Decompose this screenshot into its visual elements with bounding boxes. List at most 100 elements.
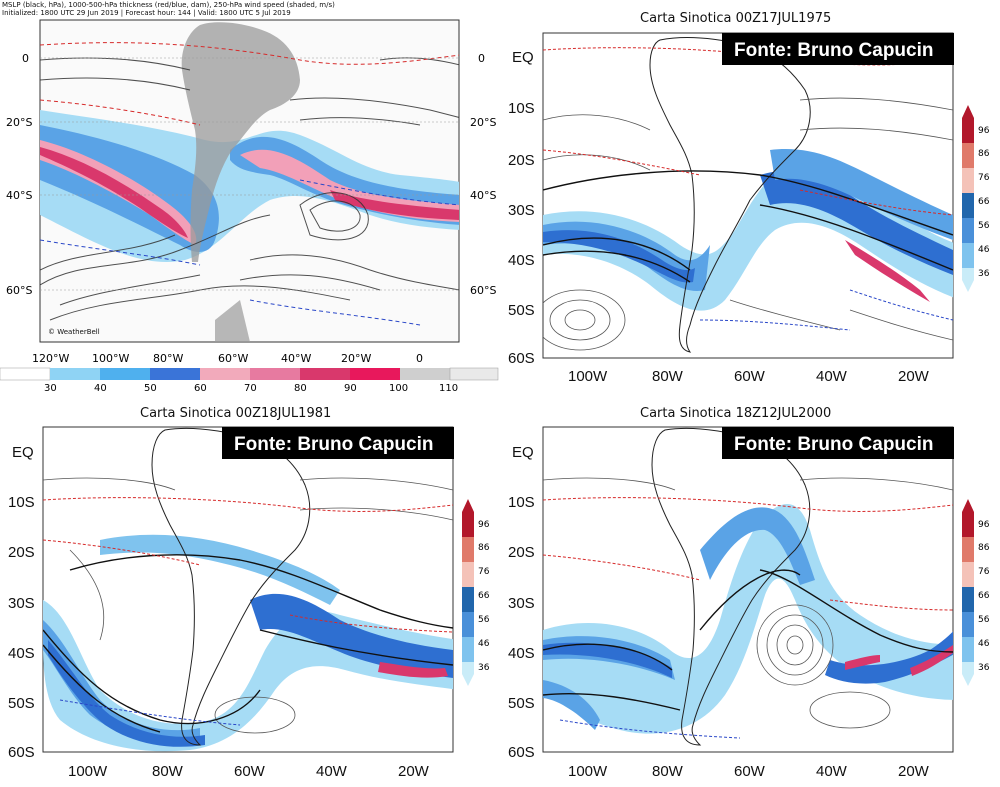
panel-a-lat-label-left: 0	[22, 52, 29, 65]
panel-c-scale-label: 66	[478, 591, 490, 601]
panel-c-title: Carta Sinotica 00Z18JUL1981	[140, 406, 331, 421]
south-america-outline	[651, 427, 811, 746]
jet-band-pink-east	[240, 149, 459, 222]
panel-b-lon-label: 80W	[652, 368, 684, 385]
panel-a-colorbar-label: 90	[344, 383, 357, 394]
panel-b-title: Carta Sinotica 00Z17JUL1975	[640, 11, 831, 26]
panel-a-lat-label-right: 60°S	[470, 284, 496, 297]
jet-band-east-mid	[100, 534, 340, 605]
panel-b-scale-label: 86	[978, 149, 990, 159]
panel-a-lat-label-right: 20°S	[470, 116, 496, 129]
south-america-outline	[151, 427, 311, 746]
panel-d-lon-label: 40W	[816, 763, 848, 780]
panel-a-lon-label: 120°W	[32, 352, 69, 365]
panel-b-lat-label: 20S	[508, 152, 535, 169]
panel-b-scale-label: 46	[978, 245, 990, 255]
south-america-outline	[649, 37, 811, 353]
panel-b-credit-bg	[722, 33, 954, 65]
panel-d-lon-label: 20W	[898, 763, 930, 780]
panel-a-colorbar-label: 80	[294, 383, 307, 394]
panel-b-map: Carta Sinotica 00Z17JUL1975	[508, 11, 990, 385]
panel-c-lon-label: 40W	[316, 763, 348, 780]
panel-c-credit: Fonte: Bruno Capucin	[234, 434, 433, 455]
panel-a-lon-label: 40°W	[281, 352, 311, 365]
panel-a-colorbar	[0, 367, 499, 381]
antarctic-land	[215, 300, 250, 342]
panel-d-scale-label: 56	[978, 615, 990, 625]
panel-a-colorbar-label: 30	[44, 383, 57, 394]
panel-c-lon-label: 80W	[152, 763, 184, 780]
panel-a-colorbar-label: 70	[244, 383, 257, 394]
panel-c-scale-label: 46	[478, 639, 490, 649]
panel-d-colorscale	[962, 499, 974, 686]
south-america-land	[181, 22, 300, 263]
panel-c-lon-label: 20W	[398, 763, 430, 780]
panel-a-colorbar-label: 60	[194, 383, 207, 394]
jet-band-red-west	[40, 147, 188, 238]
panel-d-lat-label: 30S	[508, 595, 535, 612]
panel-b-scale-label: 96	[978, 126, 990, 136]
panel-a-header-line1: MSLP (black, hPa), 1000-500-hPa thicknes…	[2, 1, 335, 9]
panel-b-scale-label: 66	[978, 197, 990, 207]
panel-b-scale-label: 76	[978, 173, 990, 183]
panel-d-lat-label: 10S	[508, 494, 535, 511]
panel-d-scale-label: 76	[978, 567, 990, 577]
panel-d-credit-bg	[722, 427, 954, 459]
panel-b-lat-label: EQ	[512, 49, 534, 66]
panel-b-lon-label: 60W	[734, 368, 766, 385]
panel-b-lat-label: 40S	[508, 252, 535, 269]
panel-c-lon-label: 60W	[234, 763, 266, 780]
panel-c-lat-label: 50S	[8, 695, 35, 712]
panel-c-colorscale	[462, 499, 474, 686]
panel-c-lat-label: 10S	[8, 494, 35, 511]
panel-a-header-line2: Initialized: 1800 UTC 29 Jun 2019 | Fore…	[2, 9, 291, 17]
panel-d-scale-label: 36	[978, 663, 990, 673]
panel-a-lat-label-left: 60°S	[6, 284, 32, 297]
jet-core-red-east	[910, 645, 953, 676]
panel-d-lat-label: 20S	[508, 544, 535, 561]
jet-band-red-east	[330, 190, 459, 220]
jet-band-mid-2	[700, 507, 815, 585]
panel-d-scale-label: 46	[978, 639, 990, 649]
panel-a-lon-label: 20°W	[341, 352, 371, 365]
panel-c-lat-label: EQ	[12, 444, 34, 461]
panel-a-map: MSLP (black, hPa), 1000-500-hPa thicknes…	[0, 1, 499, 394]
panel-a-colorbar-label: 40	[94, 383, 107, 394]
jet-band-east-dark	[250, 593, 453, 678]
panel-b-lon-label: 20W	[898, 368, 930, 385]
panel-c-map: Carta Sinotica 00Z18JUL1981	[8, 406, 490, 780]
panel-d-title: Carta Sinotica 18Z12JUL2000	[640, 406, 831, 421]
jet-band-east-dark	[760, 171, 953, 275]
panel-c-scale-label: 36	[478, 663, 490, 673]
panel-b-lat-label: 10S	[508, 100, 535, 117]
panel-c-scale-label: 76	[478, 567, 490, 577]
panel-b-lat-label: 60S	[508, 350, 535, 367]
panel-b-lon-label: 100W	[568, 368, 608, 385]
jet-core-red	[845, 240, 930, 302]
panel-d-scale-label: 66	[978, 591, 990, 601]
panel-a-lon-label: 0	[416, 352, 423, 365]
panel-c-scale-label: 96	[478, 520, 490, 530]
panel-a-colorbar-label: 110	[439, 383, 458, 394]
panel-c-lat-label: 30S	[8, 595, 35, 612]
panel-c-lat-label: 20S	[8, 544, 35, 561]
panel-d-scale-label: 96	[978, 520, 990, 530]
panel-d-lat-label: 60S	[508, 744, 535, 761]
panel-a-watermark: © WeatherBell	[48, 328, 100, 336]
panel-d-lon-label: 60W	[734, 763, 766, 780]
panel-b-lat-label: 50S	[508, 302, 535, 319]
panel-d-scale-label: 86	[978, 543, 990, 553]
panel-d-map: Carta Sinotica 18Z12JUL2000	[508, 406, 990, 780]
panel-c-credit-bg	[222, 427, 454, 459]
panel-b-credit: Fonte: Bruno Capucin	[734, 40, 933, 61]
panel-a-lat-label-left: 40°S	[6, 189, 32, 202]
panel-d-credit: Fonte: Bruno Capucin	[734, 434, 933, 455]
jet-core-red	[378, 662, 448, 678]
panel-c-scale-label: 56	[478, 615, 490, 625]
jet-band-east-mid	[770, 149, 953, 240]
jet-band-dark	[543, 230, 695, 283]
panel-a-colorbar-label: 100	[389, 383, 408, 394]
panel-b-colorscale	[962, 105, 974, 292]
panel-a-lat-label-left: 20°S	[6, 116, 32, 129]
jet-core-red	[845, 655, 880, 670]
